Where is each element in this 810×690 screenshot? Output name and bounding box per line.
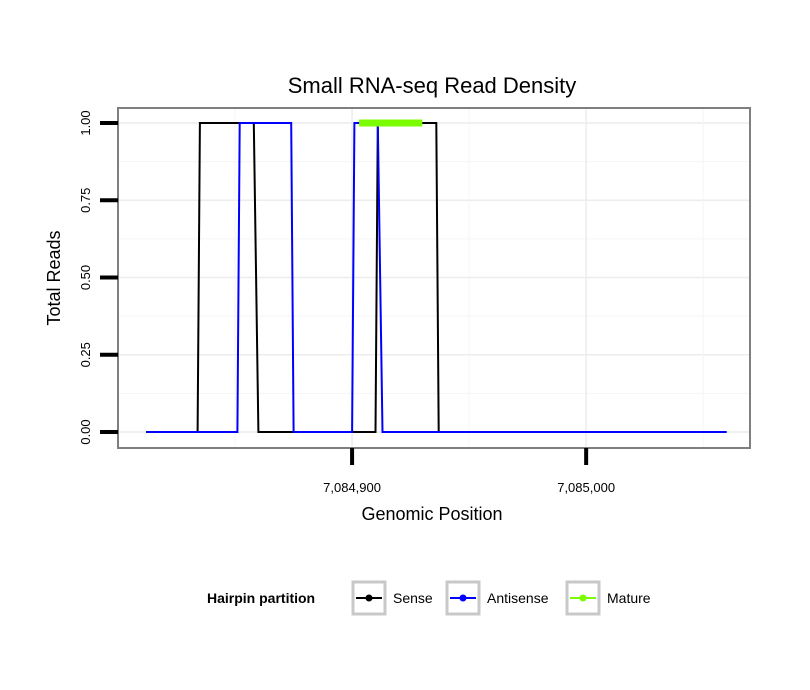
legend-title: Hairpin partition — [207, 590, 315, 606]
legend-item-mature: Mature — [565, 580, 651, 616]
series-line-antisense — [146, 122, 727, 433]
y-tick-label: 0.75 — [78, 188, 93, 213]
y-axis-title: Total Reads — [44, 230, 64, 325]
legend-key-point — [459, 594, 467, 602]
legend-label: Mature — [607, 590, 651, 606]
y-tick-label: 0.25 — [78, 342, 93, 367]
legend-item-sense: Sense — [351, 580, 433, 616]
legend-item-antisense: Antisense — [445, 580, 549, 616]
x-axis: 7,084,900 7,085,000 — [323, 448, 615, 495]
series-lines — [146, 119, 727, 433]
y-axis: 0.00 0.25 0.50 0.75 1.00 — [78, 110, 118, 445]
y-tick-label: 1.00 — [78, 110, 93, 135]
y-tick-label: 0.50 — [78, 265, 93, 290]
y-tick-label: 0.00 — [78, 419, 93, 444]
legend-items: Sense Antisense Mature — [351, 580, 651, 616]
legend-key-point — [579, 594, 587, 602]
x-axis-title: Genomic Position — [361, 504, 502, 524]
chart-title: Small RNA-seq Read Density — [288, 73, 577, 98]
legend-label: Sense — [393, 590, 433, 606]
plot-panel — [117, 107, 751, 449]
legend: Hairpin partition Sense Antisense Mature — [207, 580, 651, 616]
legend-label: Antisense — [487, 590, 549, 606]
x-tick-label: 7,084,900 — [323, 480, 381, 495]
legend-key-point — [365, 594, 373, 602]
x-tick-label: 7,085,000 — [557, 480, 615, 495]
